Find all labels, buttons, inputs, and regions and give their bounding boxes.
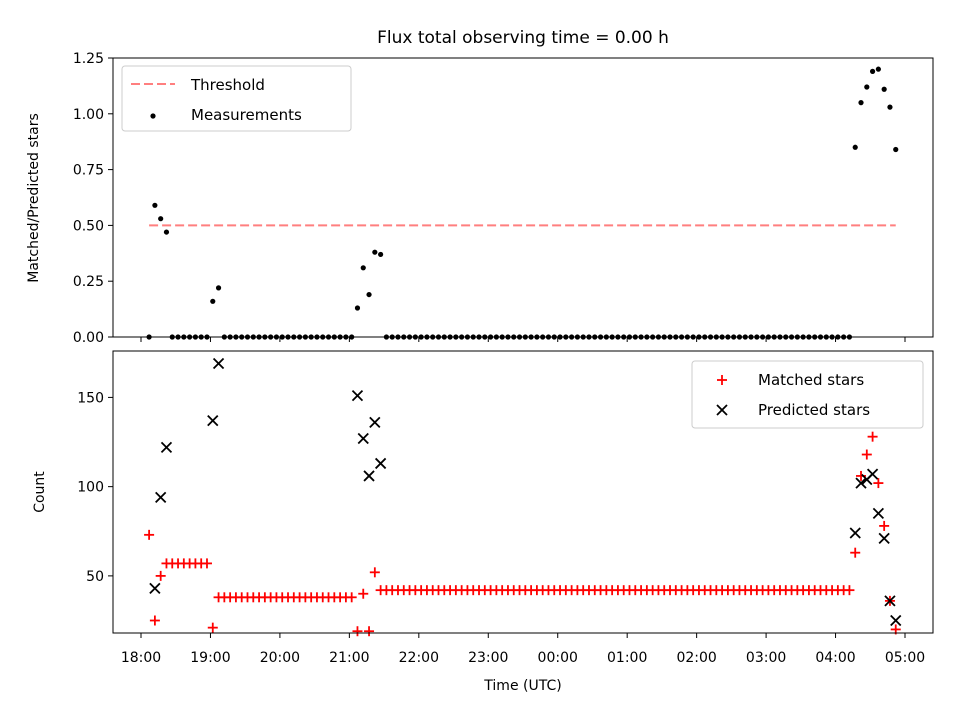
- matched-star-point: [844, 585, 855, 596]
- bottom-y-tick-label: 150: [77, 390, 104, 406]
- x-tick-label: 04:00: [815, 650, 855, 666]
- top-y-tick-label: 0.25: [73, 274, 104, 290]
- x-tick-label: 19:00: [190, 650, 230, 666]
- top-y-tick-label: 0.50: [73, 218, 104, 234]
- top-y-tick-label: 0.75: [73, 163, 104, 179]
- predicted-star-point: [351, 389, 364, 402]
- predicted-star-point: [149, 582, 161, 595]
- top-panel: 0.00 0.25 0.50 0.75 1.00 1.25 Matched/Predict…: [26, 51, 934, 346]
- matched-star-point: [879, 520, 890, 531]
- legend-matched-swatch: [717, 375, 727, 385]
- matched-star-point: [149, 615, 160, 626]
- predicted-star-point: [212, 357, 225, 370]
- legend-measurements-swatch: [150, 113, 156, 119]
- predicted-star-point: [849, 527, 861, 539]
- legend-predicted-label: Predicted stars: [758, 401, 870, 419]
- x-tick-label: 18:00: [121, 650, 161, 666]
- predicted-star-point: [155, 491, 167, 503]
- matched-star-point: [207, 622, 218, 633]
- measurement-point: [858, 100, 864, 106]
- matched-star-point: [364, 626, 375, 637]
- bottom-y-ticks: 50 100 150: [77, 390, 113, 585]
- x-tick-label: 01:00: [607, 650, 647, 666]
- measurement-point: [158, 216, 164, 222]
- predicted-star-point: [374, 457, 387, 470]
- x-tick-label: 03:00: [746, 650, 786, 666]
- bottom-legend-box: [691, 360, 924, 429]
- measurement-point: [163, 229, 170, 235]
- bottom-y-axis-label: Count: [32, 471, 48, 513]
- top-x-ticks: [140, 337, 906, 342]
- predicted-star-point: [878, 532, 890, 545]
- top-axes-frame: [112, 57, 934, 338]
- x-axis-label: Time (UTC): [483, 678, 561, 694]
- measurement-point: [210, 298, 216, 304]
- legend-threshold-label: Threshold: [190, 76, 265, 94]
- measurement-point: [875, 66, 881, 72]
- bottom-y-tick-label: 100: [77, 480, 104, 496]
- matched-star-point: [201, 558, 212, 569]
- top-y-tick-label: 0.00: [73, 330, 104, 346]
- matched-star-point: [861, 449, 872, 460]
- bottom-plot-area: [144, 357, 902, 637]
- predicted-star-point: [890, 614, 902, 627]
- measurement-point: [366, 291, 372, 298]
- x-tick-label: 02:00: [676, 650, 716, 666]
- predicted-star-point: [884, 595, 896, 607]
- bottom-legend: Matched stars Predicted stars: [691, 360, 924, 429]
- matched-star-point: [867, 431, 878, 442]
- matched-star-point: [155, 570, 166, 581]
- measurement-point: [152, 202, 158, 208]
- legend-matched-label: Matched stars: [758, 371, 864, 389]
- top-plot-area: [146, 66, 899, 340]
- matched-star-point: [358, 588, 369, 599]
- predicted-star-point: [160, 441, 173, 454]
- matched-star-point: [352, 626, 363, 637]
- predicted-star-point: [369, 416, 381, 429]
- matched-star-point: [873, 478, 884, 489]
- measurement-point: [869, 68, 876, 74]
- measurement-point: [215, 285, 222, 291]
- x-tick-label: 23:00: [468, 650, 508, 666]
- predicted-star-point: [363, 470, 375, 482]
- top-legend: Threshold Measurements: [121, 65, 352, 132]
- chart-title: Flux total observing time = 0.00 h: [377, 28, 669, 48]
- x-tick-label: 21:00: [329, 650, 369, 666]
- measurement-point: [378, 251, 384, 258]
- bottom-axes-frame: [112, 350, 934, 634]
- legend-measurements-label: Measurements: [191, 106, 302, 124]
- bottom-panel: 50 100 150 18:00 19:00 20:00 21:00 22:00 23:00 0…: [32, 350, 934, 694]
- matched-star-point: [369, 567, 380, 578]
- measurement-point: [887, 104, 893, 110]
- measurement-point: [893, 146, 899, 153]
- matched-star-point: [850, 547, 861, 558]
- bottom-y-tick-label: 50: [86, 569, 104, 585]
- top-y-tick-label: 1.25: [73, 51, 104, 67]
- measurement-point: [372, 249, 378, 255]
- predicted-star-point: [866, 468, 879, 480]
- legend-predicted-swatch: [716, 404, 728, 416]
- predicted-star-point: [357, 432, 369, 445]
- measurement-point: [852, 144, 858, 150]
- measurement-point: [360, 265, 366, 271]
- top-y-ticks: 0.00 0.25 0.50 0.75 1.00 1.25: [73, 51, 113, 346]
- x-tick-label: 20:00: [260, 650, 300, 666]
- predicted-star-point: [872, 507, 885, 520]
- measurement-point: [881, 86, 887, 92]
- x-tick-label: 00:00: [538, 650, 578, 666]
- bottom-x-ticks: 18:00 19:00 20:00 21:00 22:00 23:00 00:00 01:00…: [121, 633, 925, 666]
- top-y-tick-label: 1.00: [73, 107, 104, 123]
- top-legend-box: [121, 65, 352, 132]
- matched-star-point: [346, 592, 357, 603]
- measurement-point: [864, 84, 870, 90]
- matched-star-point: [144, 529, 155, 540]
- predicted-star-point: [855, 477, 867, 489]
- x-tick-label: 22:00: [399, 650, 439, 666]
- predicted-star-point: [207, 414, 219, 427]
- top-y-axis-label: Matched/Predicted stars: [26, 113, 42, 283]
- x-tick-label: 05:00: [885, 650, 925, 666]
- measurement-point: [354, 305, 361, 311]
